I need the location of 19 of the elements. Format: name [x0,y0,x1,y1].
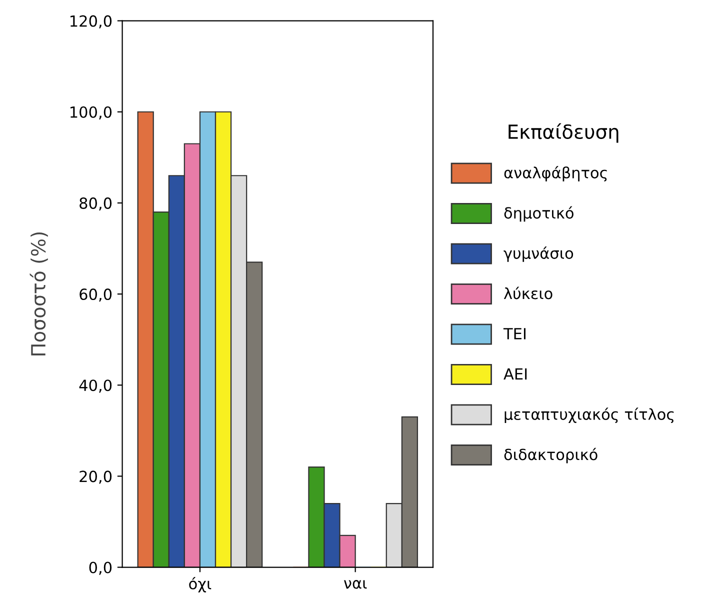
y-tick-label: 0,0 [89,562,112,575]
y-tick-label: 60,0 [80,288,112,302]
legend-label: ΑΕΙ [504,368,527,380]
legend-label: μεταπτυχιακός τίτλος [504,408,674,423]
x-tick-label: όχι [189,576,212,592]
legend-label: ΤΕΙ [503,328,526,340]
y-tick-label: 40,0 [79,380,112,393]
y-tick-label: 80,0 [80,197,112,211]
y-tick-label: 20,0 [80,470,112,484]
y-tick-label: 120,0 [70,15,112,28]
legend-label: αναλφάβητος [504,166,607,182]
legend-label: διδακτορικό [504,448,598,464]
y-axis-title: Ποσοστό (%) [30,232,48,356]
legend-label: λύκειο [504,286,552,300]
y-tick-label: 100,0 [70,106,112,120]
legend-label: γυμνάσιο [504,246,574,262]
x-tick-label: ναι [344,580,367,589]
legend-title: Εκπαίδευση [508,123,618,143]
legend-label: δημοτικό [504,206,574,222]
